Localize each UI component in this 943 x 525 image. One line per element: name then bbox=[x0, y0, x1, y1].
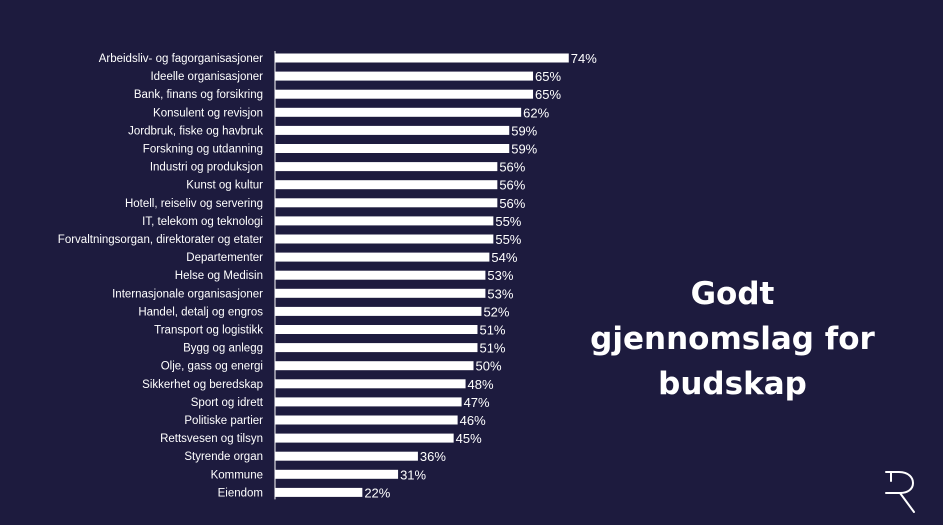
bar bbox=[275, 144, 510, 153]
category-label: Departementer bbox=[186, 252, 263, 264]
bar bbox=[275, 180, 498, 190]
value-label: 53% bbox=[487, 286, 513, 301]
bar bbox=[275, 379, 466, 389]
bar bbox=[275, 415, 458, 425]
bar bbox=[275, 469, 399, 479]
category-label: Sport og idrett bbox=[191, 397, 264, 409]
value-label: 46% bbox=[460, 413, 486, 428]
category-label: Arbeidsliv- og fagorganisasjoner bbox=[99, 53, 263, 65]
value-label: 62% bbox=[523, 105, 549, 120]
category-label: Kunst og kultur bbox=[186, 180, 263, 192]
bar bbox=[275, 53, 569, 63]
value-label: 55% bbox=[495, 214, 521, 229]
bar bbox=[275, 306, 482, 316]
value-label: 59% bbox=[511, 123, 537, 138]
value-label: 74% bbox=[571, 51, 597, 66]
value-label: 56% bbox=[499, 178, 525, 193]
bar bbox=[275, 451, 418, 461]
value-label: 56% bbox=[499, 196, 525, 211]
bar bbox=[275, 89, 534, 99]
bar bbox=[275, 71, 534, 81]
category-label: Jordbruk, fiske og havbruk bbox=[128, 125, 263, 137]
category-label: Kommune bbox=[211, 469, 263, 481]
headline-line-1: Godt bbox=[690, 276, 775, 312]
bar bbox=[275, 252, 490, 262]
category-label: Olje, gass og energi bbox=[161, 361, 263, 373]
bar bbox=[275, 216, 494, 226]
category-label: Internasjonale organisasjoner bbox=[112, 288, 263, 300]
r-logo-icon bbox=[885, 471, 915, 513]
bar bbox=[275, 125, 510, 135]
headline-line-3: budskap bbox=[658, 366, 807, 402]
category-label: Politiske partier bbox=[184, 415, 263, 427]
bar bbox=[275, 433, 454, 443]
value-label: 31% bbox=[400, 467, 426, 482]
headline: Godt gjennomslag for budskap bbox=[560, 272, 905, 407]
category-label: Sikkerhet og beredskap bbox=[142, 379, 263, 391]
value-label: 51% bbox=[479, 341, 505, 356]
value-label: 55% bbox=[495, 232, 521, 247]
category-label: Handel, detalj og engros bbox=[138, 306, 263, 318]
category-label: Transport og logistikk bbox=[154, 325, 263, 337]
bar bbox=[275, 107, 522, 117]
category-label: Helse og Medisin bbox=[175, 270, 263, 282]
bar bbox=[275, 288, 486, 298]
bar bbox=[275, 270, 486, 280]
bar bbox=[275, 198, 498, 208]
bar bbox=[275, 487, 363, 497]
value-label: 22% bbox=[364, 485, 390, 500]
bar bbox=[275, 325, 478, 334]
value-label: 48% bbox=[468, 377, 494, 392]
category-label: Hotell, reiseliv og servering bbox=[125, 198, 263, 210]
value-label: 47% bbox=[464, 395, 490, 410]
category-label: IT, telekom og teknologi bbox=[142, 216, 263, 228]
value-label: 59% bbox=[511, 142, 537, 157]
bar bbox=[275, 361, 474, 371]
bar bbox=[275, 234, 494, 244]
value-label: 65% bbox=[535, 69, 561, 84]
value-label: 50% bbox=[476, 359, 502, 374]
value-label: 45% bbox=[456, 431, 482, 446]
value-label: 65% bbox=[535, 87, 561, 102]
value-label: 52% bbox=[483, 304, 509, 319]
bar bbox=[275, 343, 478, 353]
value-label: 53% bbox=[487, 268, 513, 283]
category-label: Styrende organ bbox=[184, 451, 263, 463]
category-label: Forvaltningsorgan, direktorater og etate… bbox=[58, 234, 263, 246]
value-label: 54% bbox=[491, 250, 517, 265]
category-label: Bank, finans og forsikring bbox=[134, 89, 263, 101]
value-label: 36% bbox=[420, 449, 446, 464]
bar bbox=[275, 397, 462, 407]
value-label: 51% bbox=[479, 323, 505, 338]
category-label: Ideelle organisasjoner bbox=[150, 71, 263, 83]
category-label: Konsulent og revisjon bbox=[153, 107, 263, 119]
category-label: Eiendom bbox=[218, 487, 263, 499]
category-label: Rettsvesen og tilsyn bbox=[160, 433, 263, 445]
bar bbox=[275, 162, 498, 172]
category-label: Industri og produksjon bbox=[150, 162, 263, 174]
category-label: Forskning og utdanning bbox=[143, 144, 263, 156]
category-label: Bygg og anlegg bbox=[183, 343, 263, 355]
headline-line-2: gjennomslag for bbox=[590, 321, 875, 357]
value-label: 56% bbox=[499, 160, 525, 175]
